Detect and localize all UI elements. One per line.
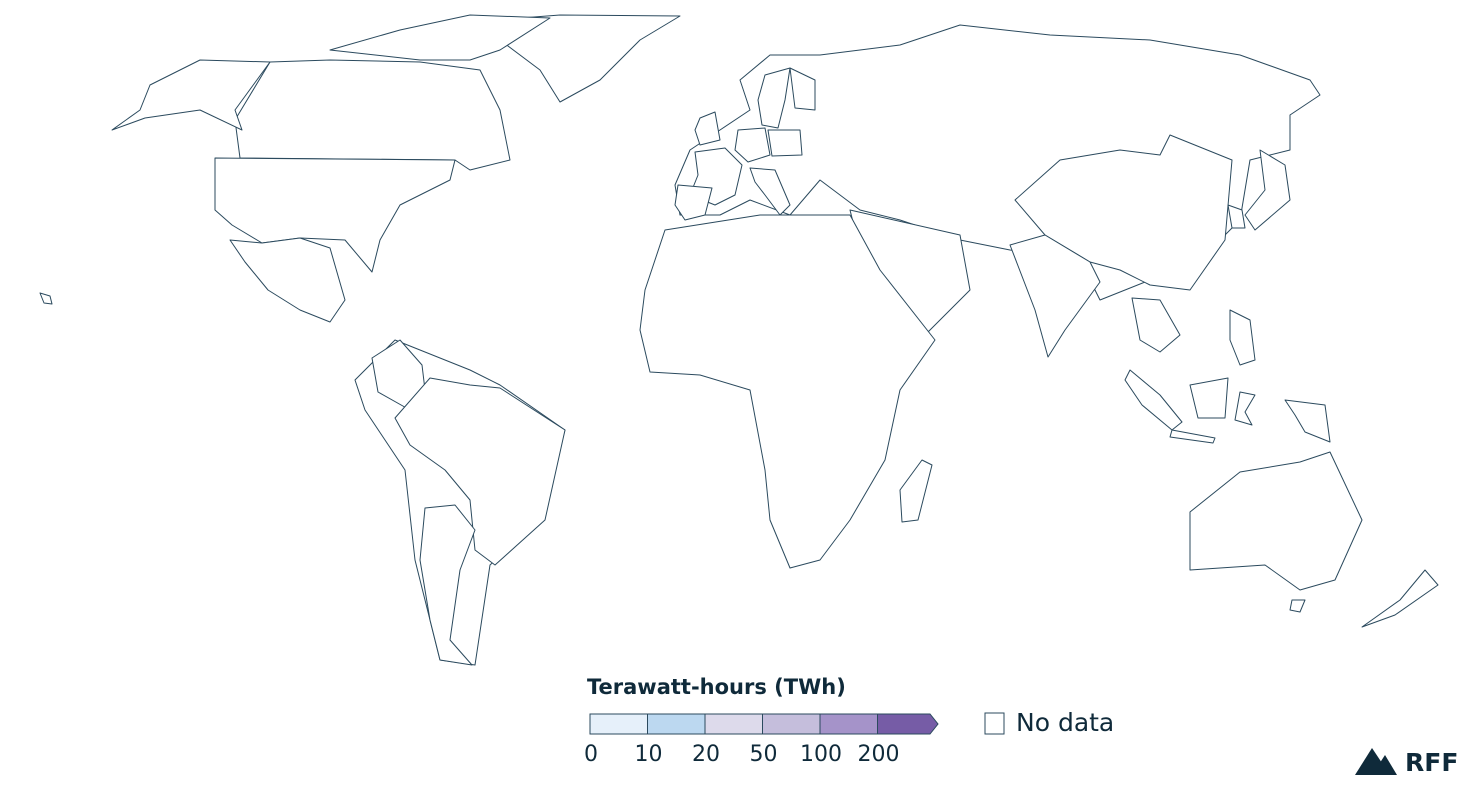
japan: [1244, 149, 1291, 231]
legend-break-label: 0: [584, 742, 598, 767]
sumatra: [1124, 369, 1183, 431]
legend-break-label: 100: [800, 742, 842, 767]
hawaii: [39, 292, 53, 305]
alaska: [111, 59, 271, 131]
india: [1009, 234, 1101, 358]
legend-swatch: [647, 713, 706, 735]
logo: RFF: [1355, 748, 1458, 777]
argentina: [419, 504, 476, 666]
southeast-asia: [1131, 297, 1181, 353]
legend-break-label: 10: [635, 742, 663, 767]
legend-swatch: [877, 713, 939, 735]
legend-swatch: [762, 713, 821, 735]
usa: [214, 157, 456, 273]
legend-break-label: 50: [750, 742, 778, 767]
africa: [639, 214, 936, 569]
madagascar: [899, 459, 933, 523]
logo-mark: [1372, 755, 1397, 775]
finland: [789, 67, 816, 111]
new-guinea: [1284, 399, 1331, 443]
legend-swatch: [589, 713, 648, 735]
philippines: [1229, 309, 1256, 366]
italy: [749, 167, 791, 216]
sulawesi: [1234, 391, 1256, 426]
mexico: [229, 237, 346, 323]
legend-title: Terawatt-hours (TWh): [587, 675, 846, 699]
legend-break-label: 20: [692, 742, 720, 767]
korea: [1227, 204, 1246, 229]
brazil: [394, 377, 566, 566]
australia: [1189, 451, 1363, 591]
greenland: [469, 14, 681, 103]
legend-break-label: 200: [858, 742, 900, 767]
borneo: [1189, 377, 1229, 419]
poland: [767, 129, 803, 157]
new-zealand: [1361, 569, 1439, 628]
germany: [734, 127, 771, 163]
no-data-label: No data: [1016, 708, 1114, 737]
uk: [694, 111, 721, 146]
logo-text: RFF: [1405, 748, 1458, 777]
spain: [674, 184, 713, 221]
legend-swatch: [704, 713, 763, 735]
java: [1169, 429, 1216, 444]
tasmania: [1289, 599, 1306, 613]
no-data-swatch: [984, 712, 1005, 735]
canada: [234, 59, 511, 171]
legend: 0 10 20 50 100 200: [584, 713, 939, 767]
countries: [39, 14, 1439, 666]
canada-arctic: [329, 14, 551, 61]
legend-swatch: [819, 713, 878, 735]
